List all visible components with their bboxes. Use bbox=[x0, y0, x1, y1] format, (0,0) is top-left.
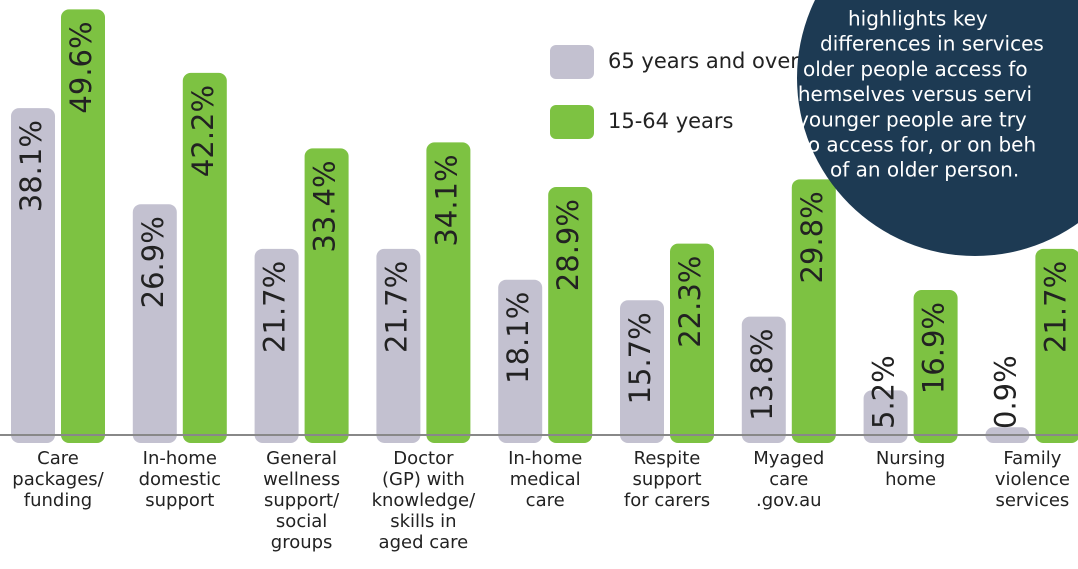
value-label: 21.7% bbox=[1038, 261, 1072, 353]
annotation-text: themselves versus servi bbox=[790, 82, 1032, 106]
category-label: Myaged care .gov.au bbox=[753, 448, 825, 511]
value-label: 33.4% bbox=[308, 160, 342, 252]
bar bbox=[426, 142, 471, 443]
legend-swatch bbox=[550, 105, 594, 139]
category-label: Care packages/ funding bbox=[12, 448, 104, 511]
value-label: 49.6% bbox=[64, 21, 98, 113]
value-label: 42.2% bbox=[186, 85, 220, 177]
bar bbox=[254, 248, 299, 443]
value-label: 29.8% bbox=[795, 191, 829, 283]
bar bbox=[791, 179, 836, 444]
value-label: 18.1% bbox=[501, 292, 535, 384]
legend-label: 65 years and over bbox=[608, 49, 799, 73]
legend-label: 15-64 years bbox=[608, 109, 734, 133]
bar bbox=[741, 316, 786, 443]
annotation-text: younger people are try bbox=[797, 107, 1027, 131]
category-label: In-home medical care bbox=[508, 448, 583, 511]
value-label: 22.3% bbox=[673, 256, 707, 348]
annotation-text: differences in services bbox=[820, 32, 1044, 56]
bar bbox=[863, 390, 908, 443]
value-label: 13.8% bbox=[745, 329, 779, 421]
bar bbox=[498, 279, 543, 443]
value-label: 26.9% bbox=[136, 216, 170, 308]
annotation-text: highlights key bbox=[848, 7, 988, 31]
value-label: 21.7% bbox=[379, 261, 413, 353]
legend-swatch bbox=[550, 45, 594, 79]
bar bbox=[670, 243, 714, 443]
bar bbox=[376, 248, 421, 443]
category-label: Nursing home bbox=[875, 448, 946, 490]
value-label: 15.7% bbox=[623, 312, 657, 404]
value-label: 16.9% bbox=[917, 302, 951, 394]
bar bbox=[304, 148, 349, 444]
bar bbox=[548, 187, 593, 443]
category-label: Respite support for carers bbox=[623, 448, 711, 511]
annotation-bubble bbox=[797, 0, 1078, 256]
category-label: Doctor (GP) with knowledge/ skills in ag… bbox=[371, 448, 476, 553]
category-label: Family violence services bbox=[994, 448, 1070, 511]
value-label: 28.9% bbox=[551, 199, 585, 291]
bar bbox=[182, 72, 227, 443]
bar bbox=[620, 300, 664, 443]
bar bbox=[913, 289, 958, 443]
value-label: 21.7% bbox=[258, 261, 292, 353]
annotation-text: to access for, or on beh bbox=[800, 133, 1036, 157]
bar bbox=[1035, 248, 1078, 443]
value-label: 0.9% bbox=[988, 355, 1022, 429]
category-label: General wellness support/ social groups bbox=[263, 448, 341, 553]
category-label: In-home domestic support bbox=[138, 448, 221, 511]
bar bbox=[61, 9, 105, 443]
value-label: 5.2% bbox=[867, 355, 901, 429]
annotation-text: of an older person. bbox=[830, 158, 1019, 182]
annotation-text: older people access fo bbox=[803, 57, 1028, 81]
value-label: 34.1% bbox=[429, 154, 463, 246]
value-label: 38.1% bbox=[14, 120, 48, 212]
bar bbox=[11, 108, 55, 444]
bar bbox=[132, 204, 177, 443]
